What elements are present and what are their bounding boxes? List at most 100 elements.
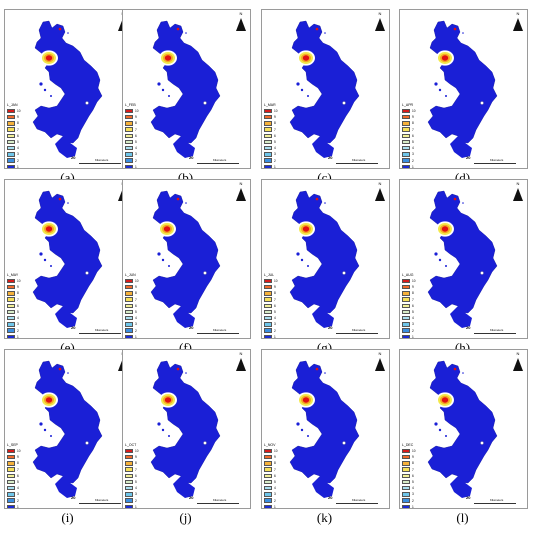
scale-number: 20 — [189, 325, 194, 330]
north-arrow-icon: N — [513, 11, 523, 32]
map-frame: N L_DEC 10 9 8 7 6 5 4 3 2 1 20 Kilometers — [399, 349, 528, 509]
hotspot-north — [58, 197, 62, 201]
legend-swatch — [402, 309, 410, 315]
district-map — [32, 190, 103, 328]
legend-swatch — [7, 473, 15, 479]
island — [296, 82, 300, 86]
scale-line — [474, 163, 516, 164]
legend-item: 6 — [264, 473, 294, 479]
scale-line — [336, 503, 378, 504]
hotspot-layer-4 — [164, 397, 172, 403]
island — [161, 258, 165, 262]
hotspot-north — [176, 197, 180, 201]
legend-swatch — [264, 158, 272, 163]
panel-caption: (i) — [61, 510, 74, 525]
island — [157, 422, 161, 426]
legend-swatch — [7, 322, 15, 327]
legend-swatch — [264, 297, 272, 302]
legend-item: 8 — [125, 290, 155, 296]
legend-item: 3 — [125, 151, 155, 157]
legend-swatch — [264, 121, 272, 126]
hotspot-north — [315, 27, 319, 31]
scale-number: 20 — [71, 495, 76, 500]
legend-swatch — [402, 492, 410, 497]
legend-swatch — [402, 328, 410, 333]
legend-label: 4 — [412, 486, 414, 491]
legend-item: 1 — [402, 334, 432, 339]
legend-swatch — [125, 285, 133, 290]
legend-label: 2 — [17, 328, 19, 333]
legend-label: 10 — [17, 109, 21, 114]
marker-east — [85, 101, 89, 105]
legend-swatch — [125, 164, 133, 168]
legend-item: 4 — [264, 145, 294, 151]
island — [89, 66, 93, 70]
legend-label: 8 — [412, 121, 414, 126]
legend-item: 10 — [402, 278, 432, 284]
legend-swatch — [402, 133, 410, 139]
legend-item: 8 — [7, 290, 37, 296]
legend-label: 9 — [135, 285, 137, 290]
legend-item: 9 — [402, 454, 432, 460]
scale-bar: 20 Kilometers — [466, 325, 518, 335]
legend-item: 8 — [125, 460, 155, 466]
island — [434, 82, 438, 86]
scale-unit: Kilometers — [490, 158, 504, 162]
legend-label: 4 — [135, 486, 137, 491]
legend-label: 7 — [274, 467, 276, 472]
legend-label: 7 — [274, 297, 276, 302]
legend-label: 2 — [274, 328, 276, 333]
legend-item: 4 — [264, 315, 294, 321]
north-letter: N — [516, 11, 520, 16]
legend-label: 5 — [274, 310, 276, 315]
legend-label: 8 — [17, 291, 19, 296]
panel-caption: (l) — [456, 510, 469, 525]
north-arrow-shape — [513, 358, 523, 371]
legend-label: 2 — [135, 328, 137, 333]
legend-item: 7 — [125, 127, 155, 133]
legend-item: 1 — [7, 164, 37, 168]
legend-swatch — [402, 473, 410, 479]
legend-item: 5 — [264, 309, 294, 315]
district-map — [427, 190, 498, 328]
island — [324, 202, 326, 204]
legend-label: 7 — [135, 297, 137, 302]
north-arrow-icon: N — [375, 351, 385, 372]
legend-swatch — [264, 322, 272, 327]
map-legend: L_FEB 10 9 8 7 6 5 4 3 2 1 — [125, 103, 155, 168]
scale-number: 20 — [189, 155, 194, 160]
legend-item: 2 — [125, 158, 155, 164]
legend-label: 4 — [17, 316, 19, 321]
legend-title: L_JUL — [264, 273, 275, 277]
scale-line — [474, 333, 516, 334]
legend-item: 1 — [264, 504, 294, 508]
legend-label: 8 — [412, 461, 414, 466]
legend-label: 5 — [274, 140, 276, 145]
legend-label: 7 — [135, 127, 137, 132]
legend-label: 3 — [135, 322, 137, 327]
legend-item: 9 — [264, 454, 294, 460]
island — [50, 435, 52, 437]
scale-bar: 20 Kilometers — [189, 495, 241, 505]
north-letter: N — [378, 11, 382, 16]
legend-title: L_JUN — [125, 273, 136, 277]
legend-label: 3 — [17, 152, 19, 157]
legend-title: L_OCT — [125, 443, 137, 447]
legend-label: 10 — [17, 279, 21, 284]
legend-swatch — [7, 278, 15, 284]
legend-item: 3 — [264, 321, 294, 327]
legend-swatch — [402, 121, 410, 126]
legend-swatch — [7, 448, 15, 454]
legend-label: 2 — [135, 498, 137, 503]
north-letter: N — [239, 11, 243, 16]
legend-swatch — [125, 108, 133, 114]
legend-swatch — [264, 328, 272, 333]
legend-item: 6 — [264, 133, 294, 139]
legend-item: 2 — [402, 498, 432, 504]
legend-label: 9 — [17, 455, 19, 460]
map-panel: N L_NOV 10 9 8 7 6 5 4 3 2 1 20 Kilometers (k) — [259, 347, 396, 528]
legend-label: 3 — [274, 152, 276, 157]
legend-label: 1 — [412, 334, 414, 339]
legend-swatch — [125, 328, 133, 333]
map-panel: N L_MAR 10 9 8 7 6 5 4 3 2 1 20 Kilometers (c) — [259, 7, 396, 188]
